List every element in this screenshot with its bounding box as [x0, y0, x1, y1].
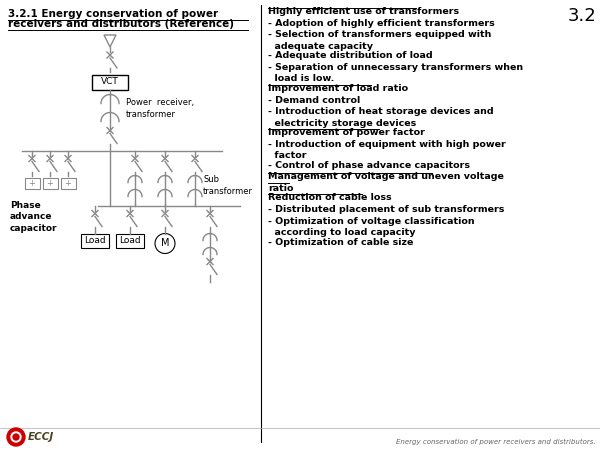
- Text: Improvement of power factor: Improvement of power factor: [268, 128, 425, 137]
- Circle shape: [13, 434, 19, 440]
- Text: +: +: [29, 179, 35, 188]
- Circle shape: [7, 428, 25, 446]
- Circle shape: [11, 432, 21, 442]
- Text: Reduction of cable loss: Reduction of cable loss: [268, 194, 392, 202]
- Bar: [43, 178, 58, 189]
- Text: Improvement of load ratio: Improvement of load ratio: [268, 84, 408, 93]
- Text: 3.2.1 Energy conservation of power: 3.2.1 Energy conservation of power: [8, 9, 218, 19]
- Text: - Introduction of heat storage devices and
  electricity storage devices: - Introduction of heat storage devices a…: [268, 107, 494, 128]
- Text: Energy conservation of power receivers and distributors.: Energy conservation of power receivers a…: [397, 439, 596, 445]
- Text: Power  receiver,
transformer: Power receiver, transformer: [126, 98, 194, 119]
- Text: ECCJ: ECCJ: [28, 432, 54, 442]
- Bar: [81, 234, 109, 248]
- Text: Load: Load: [119, 236, 141, 245]
- Text: - Optimization of voltage classification
  according to load capacity: - Optimization of voltage classification…: [268, 217, 475, 237]
- Bar: [61, 178, 76, 189]
- Text: M: M: [161, 238, 169, 248]
- Text: - Introduction of equipment with high power
  factor: - Introduction of equipment with high po…: [268, 140, 506, 160]
- Text: - Control of phase advance capacitors: - Control of phase advance capacitors: [268, 161, 470, 170]
- Bar: [25, 178, 40, 189]
- Text: Sub
transformer: Sub transformer: [203, 175, 253, 196]
- Text: Phase
advance
capacitor: Phase advance capacitor: [10, 201, 58, 233]
- Bar: [116, 234, 144, 248]
- Text: +: +: [47, 179, 53, 188]
- Text: Load: Load: [84, 236, 106, 245]
- Text: 3.2: 3.2: [567, 7, 596, 25]
- Text: - Adequate distribution of load: - Adequate distribution of load: [268, 51, 433, 60]
- Text: - Selection of transformers equipped with
  adequate capacity: - Selection of transformers equipped wit…: [268, 31, 491, 51]
- Text: - Demand control: - Demand control: [268, 95, 360, 104]
- Text: receivers and distributors (Reference): receivers and distributors (Reference): [8, 19, 234, 29]
- Bar: [92, 75, 128, 90]
- Text: - Adoption of highly efficient transformers: - Adoption of highly efficient transform…: [268, 19, 495, 28]
- Text: - Optimization of cable size: - Optimization of cable size: [268, 238, 413, 247]
- Text: - Separation of unnecessary transformers when
  load is low.: - Separation of unnecessary transformers…: [268, 63, 523, 83]
- Text: +: +: [65, 179, 71, 188]
- Text: Highly efficient use of transformers: Highly efficient use of transformers: [268, 7, 459, 16]
- Text: VCT: VCT: [101, 77, 119, 86]
- Text: - Distributed placement of sub transformers: - Distributed placement of sub transform…: [268, 205, 505, 214]
- Text: Management of voltage and uneven voltage
ratio: Management of voltage and uneven voltage…: [268, 172, 504, 193]
